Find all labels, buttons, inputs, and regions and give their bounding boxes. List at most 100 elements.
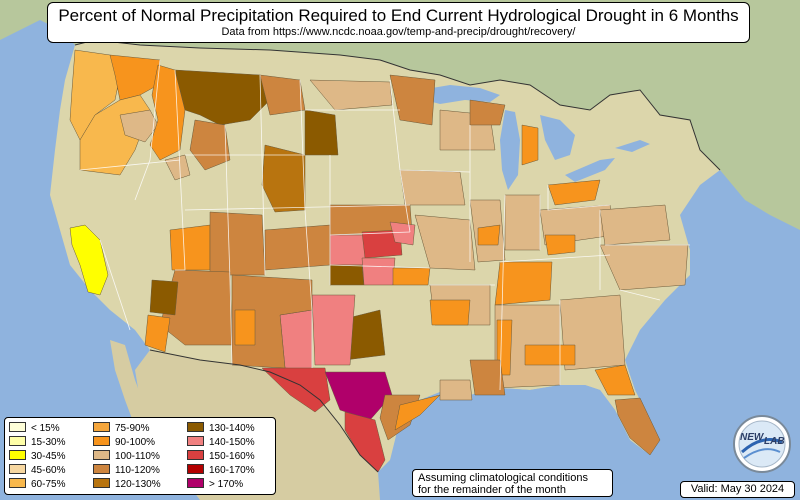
region-tx-coast — [394, 394, 441, 431]
note-line-2: for the remainder of the month — [418, 484, 566, 496]
legend-label: 90-100% — [115, 437, 156, 448]
logo-text-bottom: LAB — [764, 436, 785, 447]
legend-swatch — [9, 422, 26, 432]
lake-ontario — [615, 140, 650, 152]
region-ga-orange — [524, 344, 576, 366]
lake-huron — [540, 115, 575, 160]
legend-item: 15-30% — [9, 436, 65, 449]
map-title: Percent of Normal Precipitation Required… — [58, 6, 739, 25]
region-co-s — [264, 224, 331, 271]
lake-michigan — [500, 110, 520, 190]
legend-item: 150-160% — [187, 450, 255, 463]
legend-swatch — [93, 436, 110, 446]
legend-item: 100-110% — [93, 450, 160, 463]
legend-swatch — [93, 422, 110, 432]
region-or-east — [119, 109, 159, 143]
legend-item: < 15% — [9, 422, 60, 435]
legend-label: > 170% — [209, 479, 244, 490]
region-nm-orange — [234, 309, 256, 346]
region-ks-pink2 — [389, 221, 416, 246]
region-va — [599, 204, 671, 246]
legend-label: 160-170% — [209, 465, 255, 476]
legend: < 15% 15-30% 30-45% 45-60% 60-75% 75-90% 90-10… — [4, 417, 276, 495]
region-oh — [547, 179, 601, 206]
legend-swatch — [93, 464, 110, 474]
state-borders — [79, 59, 690, 391]
lake-erie — [565, 158, 615, 182]
region-ok-orange — [392, 267, 431, 286]
legend-item: 90-100% — [93, 436, 155, 449]
logo-text-top: NEW — [740, 432, 764, 443]
lake-superior — [420, 85, 500, 104]
legend-item: > 170% — [187, 478, 243, 491]
assumption-note: Assuming climatological conditions for t… — [412, 469, 613, 497]
legend-swatch — [9, 436, 26, 446]
region-mn — [389, 74, 436, 126]
legend-swatch — [187, 450, 204, 460]
region-az-brown — [149, 279, 179, 316]
legend-label: 60-75% — [31, 479, 66, 490]
legend-swatch — [93, 478, 110, 488]
region-la-s — [439, 379, 473, 401]
legend-label: 75-90% — [115, 423, 150, 434]
legend-label: 140-150% — [209, 437, 255, 448]
legend-swatch — [9, 464, 26, 474]
region-ky-orange — [544, 234, 576, 256]
region-in — [504, 194, 541, 251]
canada-land — [0, 0, 800, 230]
legend-label: 110-120% — [115, 465, 160, 476]
legend-swatch — [187, 464, 204, 474]
region-az-orange — [144, 314, 171, 353]
region-tn — [494, 261, 553, 306]
region-ia — [399, 169, 466, 206]
legend-swatch — [93, 450, 110, 460]
legend-item: 130-140% — [187, 422, 255, 435]
region-nd — [309, 79, 393, 111]
region-tx-pink — [311, 294, 356, 366]
region-fl-n — [594, 364, 636, 396]
legend-swatch — [187, 422, 204, 432]
valid-date: Valid: May 30 2024 — [680, 481, 795, 498]
title-box: Percent of Normal Precipitation Required… — [47, 2, 750, 43]
legend-item: 110-120% — [93, 464, 160, 477]
region-ut — [209, 211, 266, 276]
legend-item: 75-90% — [93, 422, 149, 435]
legend-label: 120-130% — [115, 479, 161, 490]
region-nv-orange — [169, 224, 211, 271]
legend-swatch — [187, 436, 204, 446]
borders — [74, 39, 721, 473]
legend-label: 150-160% — [209, 451, 255, 462]
region-ok-pink — [361, 257, 396, 286]
region-az — [159, 269, 233, 346]
legend-label: 45-60% — [31, 465, 66, 476]
legend-swatch — [9, 450, 26, 460]
region-fl — [614, 397, 661, 456]
region-mi — [521, 124, 539, 166]
region-ks-red — [361, 229, 403, 259]
note-line-1: Assuming climatological conditions — [418, 472, 588, 484]
region-sd-west — [304, 109, 339, 156]
region-il-orange — [477, 224, 501, 246]
region-mi-west — [469, 99, 506, 126]
legend-item: 30-45% — [9, 450, 65, 463]
legend-label: 15-30% — [31, 437, 66, 448]
data-source: Data from https://www.ncdc.noaa.gov/temp… — [221, 26, 576, 38]
region-ok-n — [329, 264, 365, 286]
legend-swatch — [9, 478, 26, 488]
legend-item: 140-150% — [187, 436, 255, 449]
legend-label: 100-110% — [115, 451, 160, 462]
new-lab-logo — [733, 415, 791, 473]
legend-item: 60-75% — [9, 478, 65, 491]
region-mo — [414, 214, 476, 271]
region-la — [469, 359, 506, 396]
drought-regions — [69, 49, 689, 473]
legend-swatch — [187, 478, 204, 488]
legend-item: 120-130% — [93, 478, 161, 491]
legend-label: < 15% — [31, 423, 60, 434]
region-tx-c — [324, 371, 393, 421]
region-wy — [189, 119, 231, 171]
legend-label: 130-140% — [209, 423, 255, 434]
legend-item: 160-170% — [187, 464, 255, 477]
legend-label: 30-45% — [31, 451, 66, 462]
